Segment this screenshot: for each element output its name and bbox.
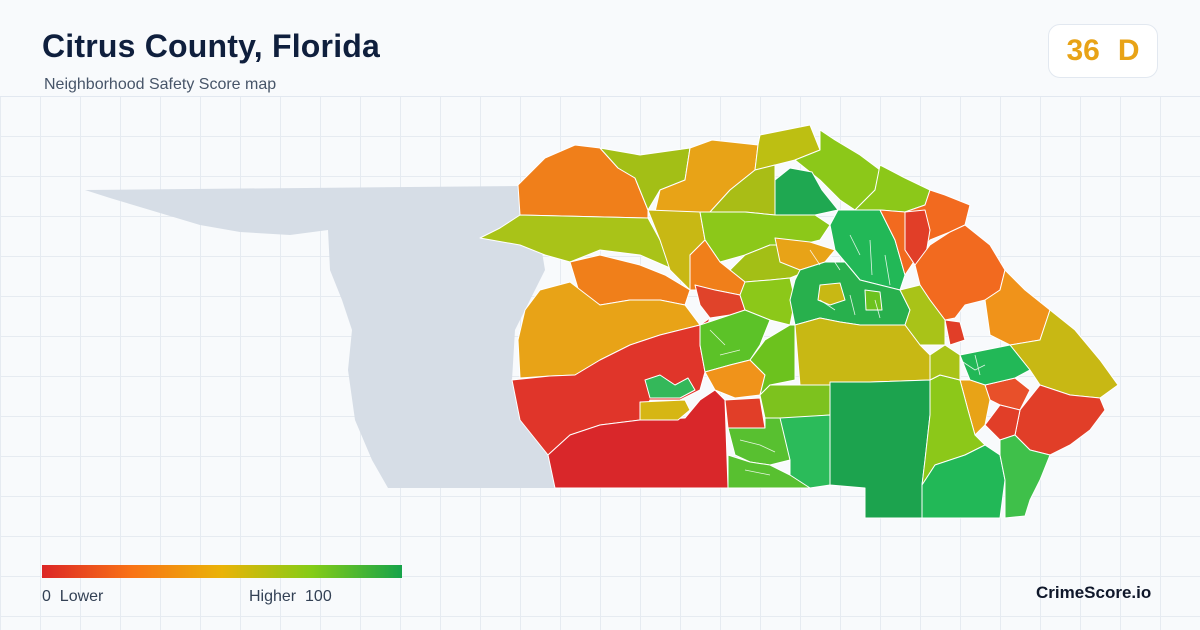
region-w-arm: [479, 214, 671, 269]
page-subtitle: Neighborhood Safety Score map: [44, 76, 277, 93]
legend-min-value: 0: [42, 588, 51, 605]
safety-score-badge: 36 D: [1048, 24, 1158, 78]
legend-low-label: 0 Lower: [42, 588, 103, 606]
region-sw-2: [547, 389, 729, 489]
score-grade: D: [1117, 34, 1140, 67]
score-value: 36: [1066, 34, 1100, 67]
page-title: Citrus County, Florida: [42, 28, 381, 64]
legend-high-label: Higher 100: [249, 588, 332, 606]
legend-max-label: Higher: [249, 588, 297, 605]
region-sc-5: [759, 384, 831, 419]
legend-max-value: 100: [305, 588, 332, 605]
legend-gradient-bar: [42, 565, 402, 578]
region-sc-big-green: [829, 379, 931, 519]
region-sw-yellow: [639, 399, 691, 421]
region-sc-12: [929, 344, 961, 381]
region-e-4: [1009, 309, 1119, 399]
legend-min-label: Lower: [59, 588, 104, 605]
region-c-small-1: [817, 282, 846, 306]
region-sc-red: [724, 397, 766, 429]
region-sc-8: [727, 454, 811, 489]
water-area: [85, 186, 555, 488]
region-e-9: [984, 404, 1021, 441]
region-sw-green: [644, 374, 696, 399]
header-bar: Citrus County, Florida Neighborhood Safe…: [0, 0, 1200, 97]
brand-logo-text: CrimeScore.io: [1036, 583, 1152, 602]
region-sc-11: [999, 434, 1051, 519]
region-e-red-2: [944, 319, 966, 346]
region-c-small-2: [864, 289, 883, 311]
